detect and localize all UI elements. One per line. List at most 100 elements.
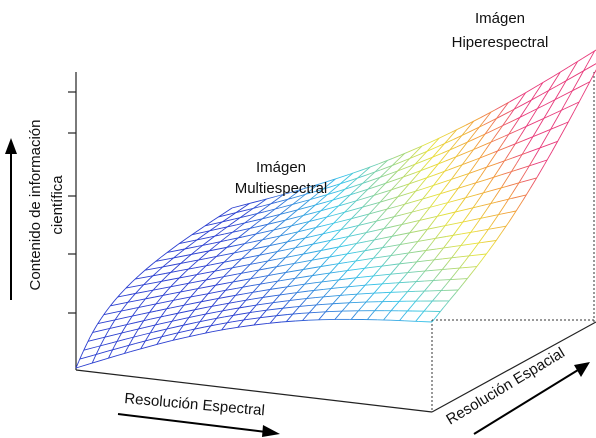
mesh-line (116, 334, 121, 342)
mesh-line (516, 151, 525, 164)
mesh-line (387, 161, 397, 171)
mesh-line (174, 311, 180, 318)
mesh-line (455, 221, 464, 232)
mesh-line (275, 293, 282, 300)
mesh-line (567, 57, 584, 68)
mesh-line (191, 259, 200, 266)
mesh-line (245, 311, 251, 318)
mesh-line (299, 300, 306, 307)
mesh-line (500, 118, 517, 127)
mesh-line (89, 330, 94, 338)
mesh-line (377, 263, 385, 271)
mesh-line (305, 229, 314, 238)
mesh-line (153, 328, 169, 333)
mesh-line (133, 330, 138, 337)
mesh-line (476, 191, 485, 203)
mesh-line (366, 313, 373, 320)
mesh-line (405, 219, 422, 225)
mesh-line (344, 293, 359, 296)
mesh-line (350, 313, 357, 320)
mesh-line (442, 256, 457, 260)
mesh-line (301, 209, 310, 218)
mesh-line (440, 150, 450, 161)
mesh-line (229, 296, 235, 303)
mesh-line (381, 206, 397, 212)
mesh-line (209, 233, 225, 238)
mesh-line (349, 243, 357, 252)
mesh-line (215, 246, 232, 250)
mesh-line (221, 215, 231, 223)
mesh-line (444, 177, 454, 188)
mesh-line (156, 338, 161, 345)
mesh-line (196, 320, 201, 327)
x-axis-label: Resolución Espectral (124, 390, 266, 419)
mesh-line (273, 202, 284, 211)
dotted-guides (431, 72, 596, 412)
mesh-line (152, 301, 158, 309)
mesh-line (360, 283, 367, 291)
mesh-line (258, 302, 274, 306)
mesh-line (458, 196, 467, 207)
mesh-line (230, 264, 247, 269)
mesh-line (187, 313, 192, 320)
mesh-line (257, 198, 267, 206)
mesh-line (258, 274, 274, 278)
mesh-line (221, 224, 237, 229)
mesh-line (348, 213, 357, 222)
mesh-line (534, 82, 544, 95)
mesh-line (336, 179, 352, 186)
mesh-line (144, 266, 161, 271)
mesh-line (453, 246, 461, 256)
mesh-line (423, 206, 432, 216)
mesh-line (246, 293, 253, 300)
mesh-line (450, 208, 467, 214)
mesh-line (378, 157, 393, 165)
mesh-line (272, 263, 280, 271)
mesh-line (100, 338, 105, 346)
mesh-line (83, 343, 88, 350)
mesh-line (139, 299, 146, 306)
mesh-line (265, 242, 281, 247)
mesh-line (188, 249, 197, 257)
mesh-line (290, 310, 296, 317)
mesh-line (148, 335, 164, 341)
mesh-line (395, 153, 406, 163)
mesh-line (204, 237, 214, 245)
mesh-line (234, 245, 243, 253)
mesh-line (413, 145, 423, 156)
mesh-line (183, 319, 188, 325)
mesh-line (214, 282, 230, 286)
mesh-line (334, 313, 341, 320)
mesh-line (343, 285, 350, 292)
mesh-line (495, 231, 503, 242)
mesh-line (508, 210, 517, 222)
z-axis-label: Resolución Espacial (443, 344, 568, 428)
mesh-line (249, 273, 257, 280)
mesh-line (283, 214, 293, 222)
mesh-line (165, 270, 181, 274)
mesh-line (176, 329, 191, 334)
mesh-line (437, 186, 446, 198)
mesh-line (331, 264, 339, 272)
mesh-line (424, 170, 434, 181)
mesh-line (208, 270, 216, 278)
mesh-line (149, 272, 157, 279)
mesh-line (352, 224, 360, 233)
mesh-line (220, 252, 236, 257)
mesh-line (365, 169, 381, 176)
mesh-line (265, 294, 281, 298)
mesh-line (166, 322, 172, 329)
mesh-line (274, 211, 284, 220)
mesh-line (265, 209, 275, 217)
mesh-line (350, 301, 365, 304)
mesh-line (360, 229, 376, 235)
mesh-line (206, 246, 215, 254)
mesh-line (452, 278, 468, 280)
mesh-line (201, 311, 217, 316)
mesh-line (495, 141, 504, 154)
mesh-line (130, 326, 146, 332)
mesh-line (306, 250, 322, 254)
mesh-line (484, 224, 492, 235)
mesh-line (443, 299, 451, 308)
mesh-line (212, 317, 218, 324)
